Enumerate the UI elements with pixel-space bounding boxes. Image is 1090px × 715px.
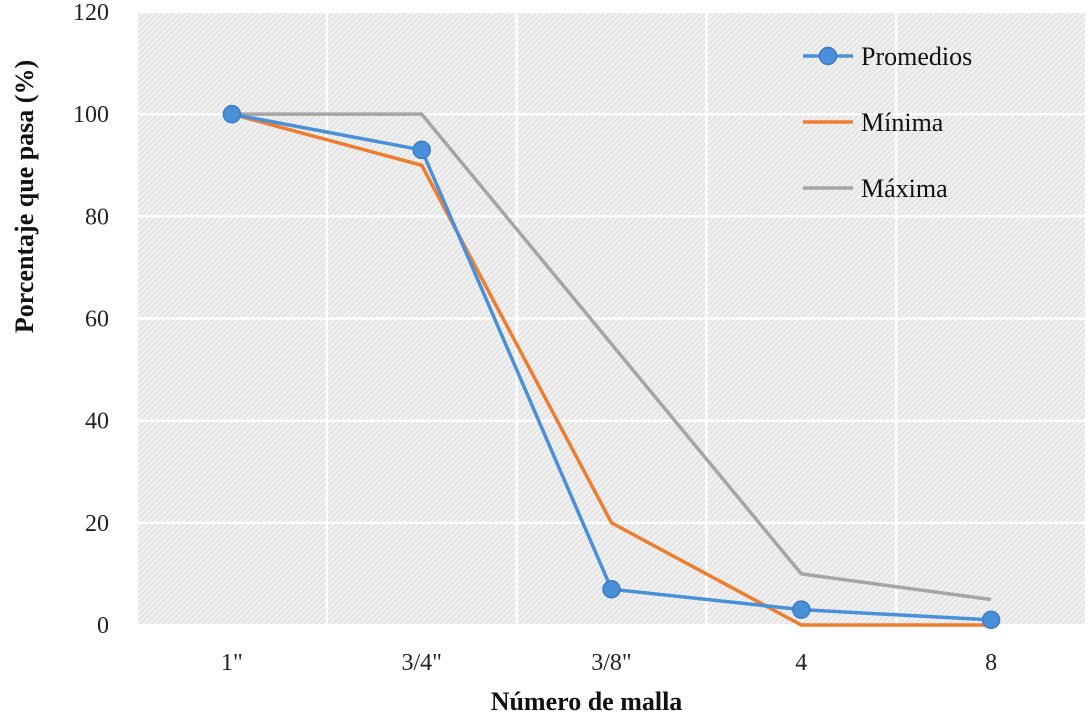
data-point: [602, 579, 621, 599]
series-line: [231, 112, 992, 602]
legend-marker: [818, 46, 838, 66]
legend: Promedios Mínima Máxima: [803, 42, 972, 203]
legend-item: Máxima: [803, 174, 948, 203]
x-tick-label: 3/4": [401, 650, 441, 676]
y-tick-label: 0: [97, 613, 109, 639]
legend-label: Máxima: [861, 174, 948, 203]
x-tick-label: 4: [795, 650, 807, 676]
series-Promedios: [222, 104, 1001, 630]
y-tick-label: 40: [85, 409, 109, 435]
data-point: [792, 600, 811, 619]
series-line: [231, 112, 992, 627]
data-point: [222, 104, 242, 124]
legend-label: Mínima: [861, 108, 944, 137]
y-axis-ticks: 0 20 40 60 80 100 120: [73, 0, 109, 639]
y-tick-label: 120: [73, 0, 109, 26]
legend-item: Mínima: [803, 108, 944, 137]
data-point: [412, 140, 431, 160]
series-lines: [222, 104, 1001, 630]
data-point: [981, 610, 1001, 630]
legend-item: Promedios: [803, 42, 972, 71]
series-Mínima: [231, 112, 992, 627]
legend-label: Promedios: [861, 42, 972, 71]
x-axis-ticks: 1" 3/4" 3/8" 4 8: [221, 650, 997, 676]
series-Máxima: [231, 112, 992, 602]
x-axis-title: Número de malla: [491, 687, 683, 715]
y-axis-title: Porcentaje que pasa (%): [10, 60, 39, 333]
x-tick-label: 3/8": [591, 650, 631, 676]
y-tick-label: 20: [85, 511, 109, 537]
y-tick-label: 60: [85, 307, 109, 333]
y-tick-label: 80: [85, 204, 109, 230]
x-tick-label: 1": [221, 650, 243, 676]
x-tick-label: 8: [985, 650, 997, 676]
y-tick-label: 100: [73, 102, 109, 128]
